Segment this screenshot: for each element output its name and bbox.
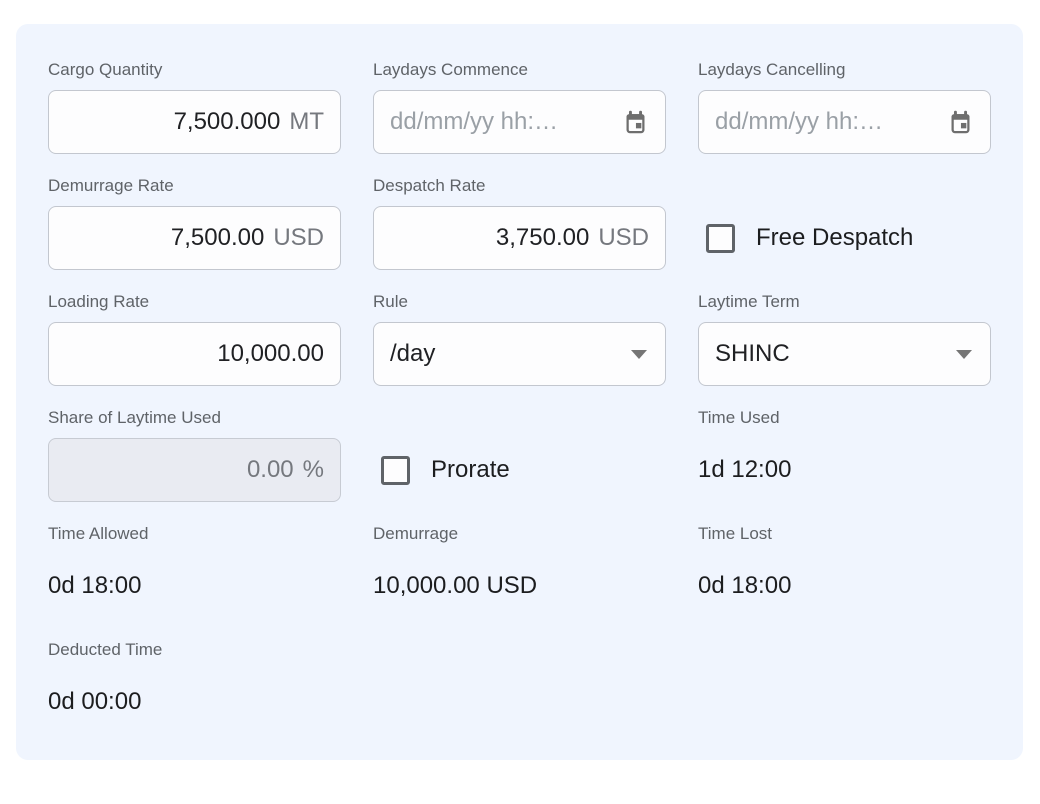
field-laydays-commence: Laydays Commence [373,60,666,154]
laydays-commence-input-box [373,90,666,154]
laydays-commence-calendar-button[interactable] [621,108,649,136]
cargo-quantity-label: Cargo Quantity [48,60,163,79]
field-deducted-time: Deducted Time 0d 00:00 [48,640,341,734]
field-time-lost: Time Lost 0d 18:00 [698,524,991,618]
time-allowed-label: Time Allowed [48,524,149,543]
share-of-laytime-used-unit: % [302,456,324,483]
spacer [698,176,991,206]
despatch-rate-label: Despatch Rate [373,176,486,195]
free-despatch-checkbox-row[interactable]: Free Despatch [698,206,991,270]
field-laydays-cancelling: Laydays Cancelling [698,60,991,154]
spacer [373,408,666,438]
chevron-down-icon [631,349,647,359]
laytime-term-select[interactable]: SHINC [698,322,991,386]
despatch-rate-currency: USD [598,224,649,251]
field-despatch-rate: Despatch Rate USD [373,176,666,270]
cargo-quantity-input-box: MT [48,90,341,154]
field-cargo-quantity: Cargo Quantity MT [48,60,341,154]
laydays-commence-input[interactable] [390,108,611,136]
field-share-of-laytime-used: Share of Laytime Used % [48,408,341,502]
laydays-cancelling-input-box [698,90,991,154]
time-lost-value: 0d 18:00 [698,572,792,599]
time-used-label: Time Used [698,408,780,427]
laytime-term-selected-value: SHINC [715,340,790,367]
share-of-laytime-used-input [65,456,294,484]
demurrage-label: Demurrage [373,524,459,543]
laytime-form-panel: Cargo Quantity MT Laydays Commence [16,24,1023,760]
time-lost-label: Time Lost [698,524,773,543]
time-allowed-value: 0d 18:00 [48,572,142,599]
cargo-quantity-unit: MT [289,108,324,135]
free-despatch-label: Free Despatch [756,224,914,251]
loading-rate-label: Loading Rate [48,292,150,311]
empty-cell [698,640,991,734]
chevron-down-icon [956,349,972,359]
rule-label: Rule [373,292,408,311]
laydays-cancelling-label: Laydays Cancelling [698,60,846,79]
cargo-quantity-input[interactable] [65,108,281,136]
calendar-icon [951,110,969,133]
empty-cell [373,640,666,734]
field-demurrage-rate: Demurrage Rate USD [48,176,341,270]
demurrage-rate-currency: USD [273,224,324,251]
prorate-checkbox[interactable] [381,455,410,485]
demurrage-rate-input-box: USD [48,206,341,270]
field-demurrage: Demurrage 10,000.00 USD [373,524,666,618]
field-rule: Rule /day [373,292,666,386]
form-grid: Cargo Quantity MT Laydays Commence [48,60,991,734]
demurrage-rate-input[interactable] [65,224,265,252]
loading-rate-input-box [48,322,341,386]
laydays-cancelling-input[interactable] [715,108,936,136]
share-of-laytime-used-input-box: % [48,438,341,502]
field-time-used: Time Used 1d 12:00 [698,408,991,502]
demurrage-rate-label: Demurrage Rate [48,176,174,195]
rule-select[interactable]: /day [373,322,666,386]
prorate-label: Prorate [431,456,510,483]
laydays-commence-label: Laydays Commence [373,60,528,79]
laytime-term-label: Laytime Term [698,292,800,311]
calendar-icon [626,110,644,133]
laydays-cancelling-calendar-button[interactable] [946,108,974,136]
despatch-rate-input[interactable] [390,224,590,252]
despatch-rate-input-box: USD [373,206,666,270]
time-used-value: 1d 12:00 [698,456,792,483]
field-prorate: Prorate [373,408,666,502]
demurrage-value: 10,000.00 USD [373,572,538,599]
field-laytime-term: Laytime Term SHINC [698,292,991,386]
loading-rate-input[interactable] [65,340,324,368]
field-loading-rate: Loading Rate [48,292,341,386]
free-despatch-checkbox[interactable] [706,223,735,253]
field-time-allowed: Time Allowed 0d 18:00 [48,524,341,618]
rule-selected-value: /day [390,340,436,367]
share-of-laytime-used-label: Share of Laytime Used [48,408,221,427]
field-free-despatch: Free Despatch [698,176,991,270]
deducted-time-label: Deducted Time [48,640,163,659]
prorate-checkbox-row[interactable]: Prorate [373,438,666,502]
deducted-time-value: 0d 00:00 [48,688,142,715]
